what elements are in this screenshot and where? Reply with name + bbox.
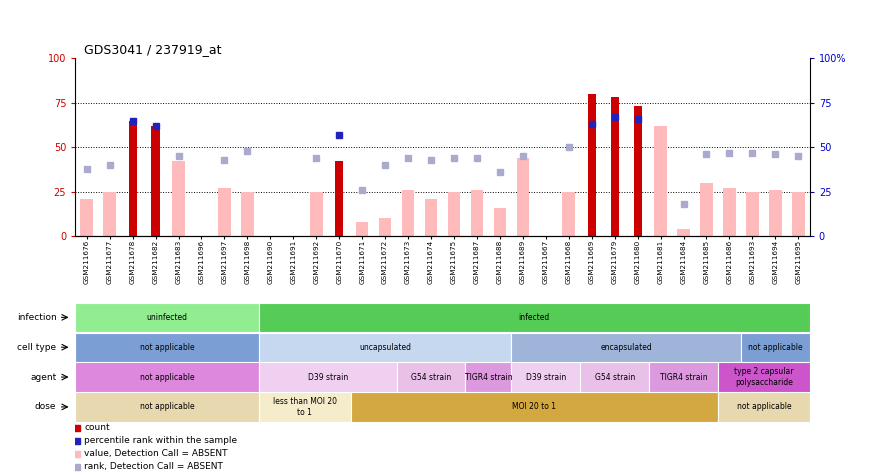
Bar xyxy=(402,190,414,236)
Bar xyxy=(471,190,483,236)
Bar xyxy=(677,229,689,236)
Bar xyxy=(75,303,259,332)
Bar xyxy=(379,218,391,236)
Bar xyxy=(654,126,667,236)
Text: infection: infection xyxy=(17,313,57,322)
Text: percentile rank within the sample: percentile rank within the sample xyxy=(84,436,237,445)
Text: less than MOI 20
to 1: less than MOI 20 to 1 xyxy=(273,397,337,417)
Bar xyxy=(218,188,231,236)
Text: not applicable: not applicable xyxy=(736,402,791,411)
Text: count: count xyxy=(84,423,110,432)
Text: D39 strain: D39 strain xyxy=(308,373,348,382)
Text: MOI 20 to 1: MOI 20 to 1 xyxy=(512,402,557,411)
Bar xyxy=(335,162,343,236)
Bar xyxy=(75,363,259,392)
Bar xyxy=(241,191,254,236)
Text: type 2 capsular
polysaccharide: type 2 capsular polysaccharide xyxy=(735,367,794,387)
Bar xyxy=(310,191,322,236)
Text: uninfected: uninfected xyxy=(147,313,188,322)
Bar xyxy=(718,363,810,392)
Bar xyxy=(425,199,437,236)
Text: rank, Detection Call = ABSENT: rank, Detection Call = ABSENT xyxy=(84,462,223,471)
Bar xyxy=(563,191,575,236)
Text: not applicable: not applicable xyxy=(140,373,195,382)
Text: dose: dose xyxy=(35,402,57,411)
Bar xyxy=(356,222,368,236)
Bar xyxy=(259,392,350,421)
Bar xyxy=(259,333,512,362)
Text: value, Detection Call = ABSENT: value, Detection Call = ABSENT xyxy=(84,449,228,458)
Bar xyxy=(746,191,758,236)
Bar xyxy=(581,363,649,392)
Bar xyxy=(718,392,810,421)
Text: G54 strain: G54 strain xyxy=(595,373,635,382)
Text: D39 strain: D39 strain xyxy=(526,373,566,382)
Text: cell type: cell type xyxy=(18,343,57,352)
Text: TIGR4 strain: TIGR4 strain xyxy=(659,373,707,382)
Bar xyxy=(517,158,529,236)
Bar xyxy=(81,199,93,236)
Bar xyxy=(259,303,810,332)
Bar xyxy=(466,363,512,392)
Text: GDS3041 / 237919_at: GDS3041 / 237919_at xyxy=(84,43,221,56)
Bar xyxy=(448,191,460,236)
Text: not applicable: not applicable xyxy=(748,343,803,352)
Bar xyxy=(350,392,718,421)
Bar xyxy=(741,333,810,362)
Bar xyxy=(512,333,741,362)
Text: not applicable: not applicable xyxy=(140,402,195,411)
Bar xyxy=(128,120,136,236)
Bar xyxy=(75,333,259,362)
Text: not applicable: not applicable xyxy=(140,343,195,352)
Text: G54 strain: G54 strain xyxy=(411,373,451,382)
Bar xyxy=(173,162,185,236)
Bar xyxy=(634,106,642,236)
Text: agent: agent xyxy=(30,373,57,382)
Bar xyxy=(588,94,596,236)
Bar xyxy=(494,208,506,236)
Bar xyxy=(396,363,466,392)
Bar xyxy=(104,191,116,236)
Bar xyxy=(723,188,735,236)
Bar xyxy=(259,363,396,392)
Text: encapsulated: encapsulated xyxy=(600,343,652,352)
Bar xyxy=(700,183,712,236)
Text: infected: infected xyxy=(519,313,550,322)
Bar xyxy=(649,363,718,392)
Bar xyxy=(769,190,781,236)
Bar xyxy=(512,363,581,392)
Bar xyxy=(611,98,619,236)
Text: TIGR4 strain: TIGR4 strain xyxy=(465,373,512,382)
Bar xyxy=(792,191,804,236)
Text: uncapsulated: uncapsulated xyxy=(359,343,412,352)
Bar xyxy=(75,392,259,421)
Bar xyxy=(151,126,159,236)
